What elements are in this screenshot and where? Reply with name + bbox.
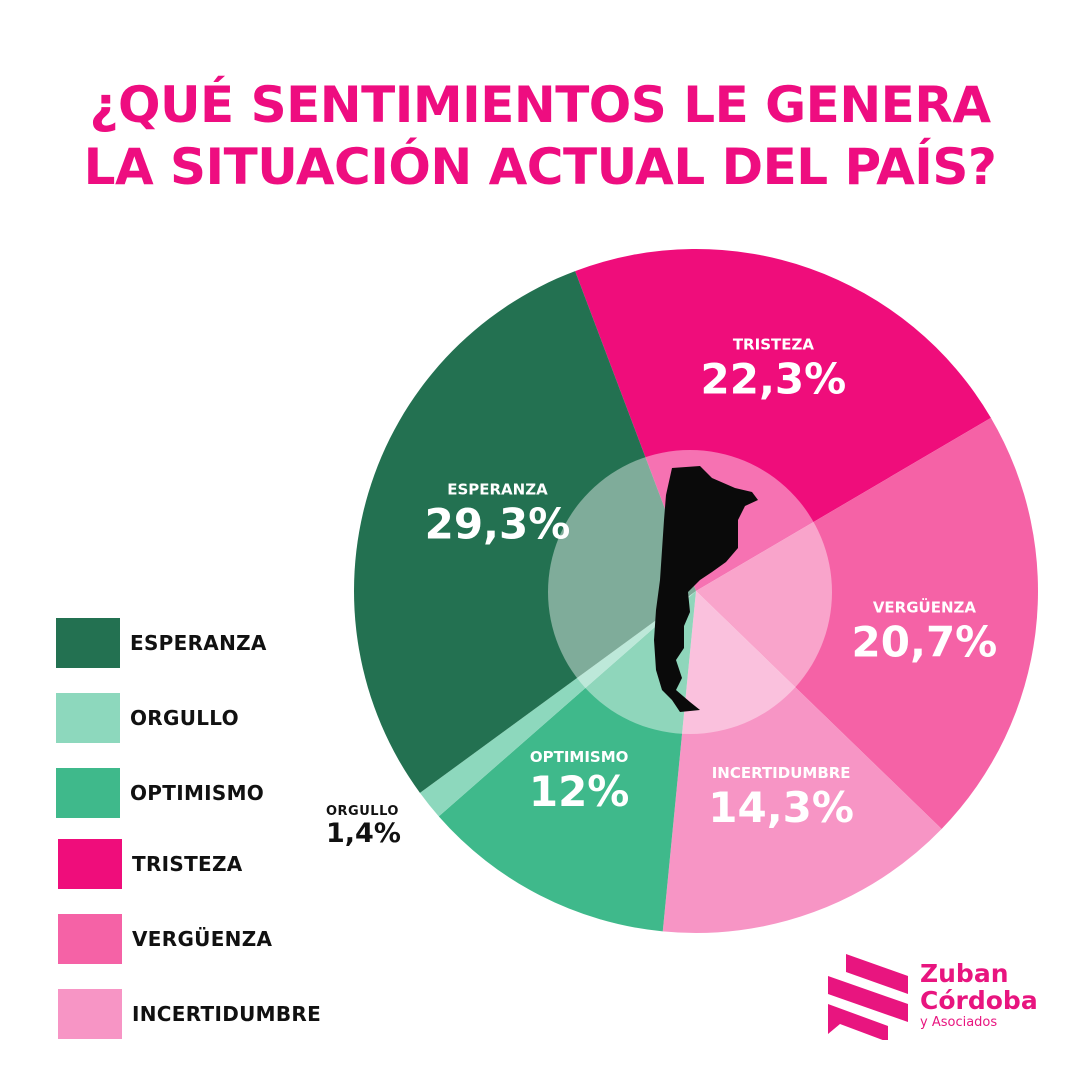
pie-slice-orgullo — [419, 591, 696, 817]
slice-category-label: OPTIMISMO — [530, 748, 629, 766]
slice-value-label: 20,7% — [852, 618, 998, 667]
slice-value-label: 22,3% — [701, 355, 847, 404]
legend-swatch — [58, 839, 122, 889]
orgullo-label-category: ORGULLO — [326, 804, 399, 819]
legend-item-orgullo: ORGULLO — [56, 692, 239, 744]
title-line-1: ¿QUÉ SENTIMIENTOS LE GENERA — [89, 76, 991, 134]
pie-slice-vergüenza — [696, 417, 1038, 830]
legend-label: INCERTIDUMBRE — [132, 1002, 322, 1026]
logo-line-1: Zuban — [920, 959, 1009, 988]
logo-line-2: Córdoba — [920, 986, 1038, 1015]
pie-slice-optimismo — [438, 591, 696, 932]
legend-item-verguenza: VERGÜENZA — [58, 913, 272, 965]
pie-slice-incertidumbre — [662, 591, 942, 934]
logo-line-3: y Asociados — [920, 1015, 998, 1030]
zuban-cordoba-logo: Zuban Córdoba y Asociados — [828, 950, 1038, 1044]
legend-swatch — [56, 768, 120, 818]
legend-item-optimismo: OPTIMISMO — [56, 767, 264, 819]
slice-category-label: VERGÜENZA — [873, 598, 977, 617]
logo-text: Zuban Córdoba y Asociados — [920, 960, 1038, 1032]
slice-category-label: INCERTIDUMBRE — [712, 764, 851, 782]
orgullo-outside-label: ORGULLO 1,4% — [326, 804, 401, 849]
legend-label: TRISTEZA — [132, 852, 243, 876]
logo-stripes-icon — [828, 954, 908, 1042]
orgullo-label-value: 1,4% — [326, 818, 401, 849]
legend-swatch — [56, 693, 120, 743]
pie-slice-esperanza — [354, 271, 696, 793]
slice-value-label: 29,3% — [425, 500, 571, 549]
slice-category-label: TRISTEZA — [733, 336, 815, 354]
legend-item-esperanza: ESPERANZA — [56, 617, 267, 669]
title-line-2: LA SITUACIÓN ACTUAL DEL PAÍS? — [83, 138, 997, 196]
legend-swatch — [58, 914, 122, 964]
legend-label: ESPERANZA — [130, 631, 267, 655]
legend-swatch — [58, 989, 122, 1039]
center-overlay-circle — [548, 450, 832, 734]
legend-swatch — [56, 618, 120, 668]
legend-label: ORGULLO — [130, 706, 239, 730]
slice-value-label: 12% — [529, 767, 630, 816]
legend-item-tristeza: TRISTEZA — [58, 838, 243, 890]
legend-item-incertidumbre: INCERTIDUMBRE — [58, 988, 321, 1040]
chart-title: ¿QUÉ SENTIMIENTOS LE GENERA LA SITUACIÓN… — [0, 74, 1080, 198]
argentina-map-icon — [654, 466, 758, 712]
legend-label: VERGÜENZA — [132, 927, 273, 951]
slice-category-label: ESPERANZA — [447, 481, 548, 499]
slice-value-label: 14,3% — [708, 783, 854, 832]
legend-label: OPTIMISMO — [130, 781, 265, 805]
